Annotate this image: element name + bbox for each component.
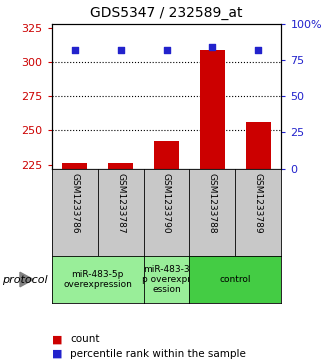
- Text: ■: ■: [52, 334, 62, 344]
- Bar: [200, 50, 225, 169]
- Text: GSM1233787: GSM1233787: [116, 173, 125, 234]
- Bar: [246, 122, 271, 169]
- Point: [164, 47, 169, 53]
- Text: control: control: [220, 275, 251, 284]
- Text: percentile rank within the sample: percentile rank within the sample: [70, 349, 246, 359]
- Text: GSM1233789: GSM1233789: [254, 173, 263, 234]
- Text: ■: ■: [52, 349, 62, 359]
- Text: miR-483-5p
overexpression: miR-483-5p overexpression: [63, 270, 132, 289]
- Text: GSM1233788: GSM1233788: [208, 173, 217, 234]
- Text: GSM1233790: GSM1233790: [162, 173, 171, 234]
- Bar: [108, 163, 133, 169]
- Text: count: count: [70, 334, 100, 344]
- Text: GSM1233786: GSM1233786: [70, 173, 79, 234]
- Bar: [154, 142, 179, 169]
- Point: [72, 47, 77, 53]
- Point: [210, 44, 215, 50]
- Point: [118, 47, 123, 53]
- Polygon shape: [20, 272, 33, 287]
- Title: GDS5347 / 232589_at: GDS5347 / 232589_at: [90, 6, 243, 20]
- Text: miR-483-3
p overexpr
ession: miR-483-3 p overexpr ession: [142, 265, 191, 294]
- Bar: [62, 163, 87, 169]
- Point: [256, 47, 261, 53]
- Text: protocol: protocol: [2, 274, 47, 285]
